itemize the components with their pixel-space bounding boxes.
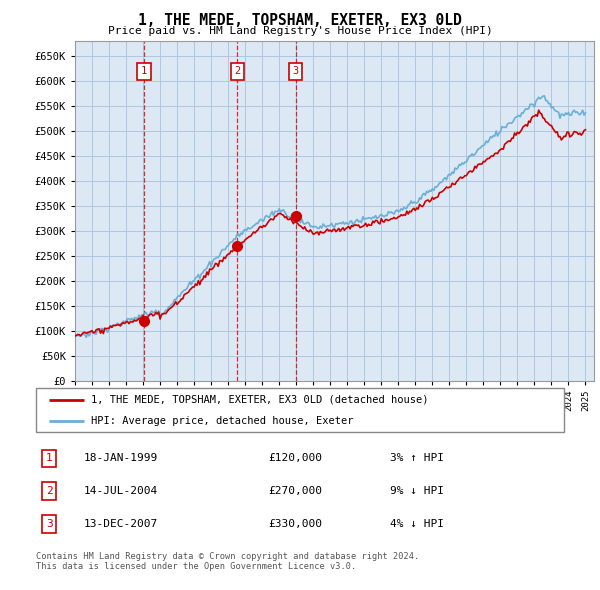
Text: 3: 3 — [46, 519, 53, 529]
Text: HPI: Average price, detached house, Exeter: HPI: Average price, detached house, Exet… — [91, 416, 354, 426]
Text: 14-JUL-2004: 14-JUL-2004 — [83, 486, 158, 496]
Text: 1, THE MEDE, TOPSHAM, EXETER, EX3 0LD: 1, THE MEDE, TOPSHAM, EXETER, EX3 0LD — [138, 13, 462, 28]
Text: 1, THE MEDE, TOPSHAM, EXETER, EX3 0LD (detached house): 1, THE MEDE, TOPSHAM, EXETER, EX3 0LD (d… — [91, 395, 429, 405]
FancyBboxPatch shape — [36, 388, 564, 432]
Text: Contains HM Land Registry data © Crown copyright and database right 2024.
This d: Contains HM Land Registry data © Crown c… — [36, 552, 419, 571]
Text: 1: 1 — [141, 66, 147, 76]
Text: £330,000: £330,000 — [268, 519, 322, 529]
Text: 2: 2 — [234, 66, 241, 76]
Text: 13-DEC-2007: 13-DEC-2007 — [83, 519, 158, 529]
Text: 18-JAN-1999: 18-JAN-1999 — [83, 454, 158, 463]
Text: Price paid vs. HM Land Registry's House Price Index (HPI): Price paid vs. HM Land Registry's House … — [107, 26, 493, 36]
Text: £120,000: £120,000 — [268, 454, 322, 463]
Text: 2: 2 — [46, 486, 53, 496]
Text: 1: 1 — [46, 454, 53, 463]
Text: 3% ↑ HPI: 3% ↑ HPI — [390, 454, 444, 463]
Text: 9% ↓ HPI: 9% ↓ HPI — [390, 486, 444, 496]
Text: 4% ↓ HPI: 4% ↓ HPI — [390, 519, 444, 529]
Text: 3: 3 — [292, 66, 299, 76]
Text: £270,000: £270,000 — [268, 486, 322, 496]
